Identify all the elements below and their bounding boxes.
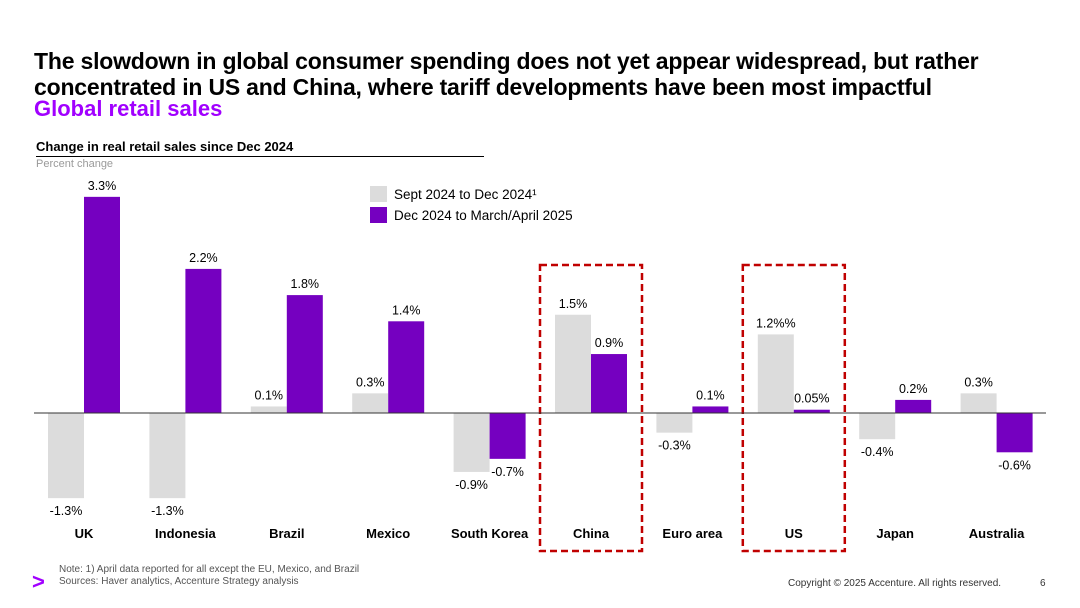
bar-series1-2 — [250, 406, 287, 413]
data-label: 2.2% — [189, 251, 218, 265]
category-label: Brazil — [269, 526, 304, 541]
highlight-box-us — [741, 263, 847, 553]
data-label: 0.2% — [899, 382, 928, 396]
bar-series1-4 — [453, 413, 490, 472]
data-label: -0.9% — [455, 478, 488, 492]
bar-series2-6 — [692, 406, 729, 413]
data-label: 1.4% — [392, 303, 421, 317]
bar-series2-0 — [84, 196, 120, 413]
data-label: 0.1% — [696, 388, 725, 402]
footer-notes: Note: 1) April data reported for all exc… — [59, 564, 359, 588]
legend-label: Dec 2024 to March/April 2025 — [394, 208, 573, 223]
data-label: 1.5% — [559, 297, 588, 311]
page-number: 6 — [1040, 578, 1046, 589]
category-label: US — [785, 526, 803, 541]
data-label: 1.2%% — [756, 316, 796, 330]
accenture-logo-icon: > — [32, 569, 45, 594]
bar-series1-7 — [757, 334, 794, 413]
bar-series1-3 — [352, 393, 389, 413]
data-label: 0.3% — [356, 375, 385, 389]
bar-chart: -1.3% 3.3% UK -1.3% 2.2% Indonesia 0.1% 1.8% Bra… — [34, 179, 1046, 553]
bar-series1-1 — [149, 413, 186, 499]
category-label: Euro area — [662, 526, 723, 541]
category-label: UK — [75, 526, 94, 541]
data-label: -0.7% — [491, 465, 524, 479]
bar-series2-4 — [489, 413, 526, 459]
footer-source-line: Sources: Haver analytics, Accenture Stra… — [59, 576, 299, 587]
data-label: -0.6% — [998, 458, 1031, 472]
data-label: 0.1% — [255, 388, 284, 402]
bar-series2-1 — [185, 268, 222, 413]
category-label: Mexico — [366, 526, 410, 541]
data-label: 0.3% — [964, 375, 993, 389]
highlight-box-china — [538, 263, 644, 553]
copyright-text: Copyright © 2025 Accenture. All rights r… — [788, 578, 1002, 589]
bar-series1-8 — [859, 413, 896, 440]
footer-note-line: Note: 1) April data reported for all exc… — [59, 564, 360, 575]
slide-title: The slowdown in global consumer spending… — [34, 48, 979, 100]
bar-series1-6 — [656, 413, 693, 433]
legend-swatch — [370, 186, 387, 202]
bar-series2-7 — [793, 409, 830, 413]
data-label: -1.3% — [50, 504, 83, 518]
data-label: -0.3% — [658, 439, 691, 453]
bar-series2-3 — [388, 321, 425, 413]
category-label: China — [573, 526, 610, 541]
category-label: South Korea — [451, 526, 529, 541]
bar-series2-9 — [996, 413, 1033, 453]
data-label: 0.05% — [794, 392, 829, 406]
bar-series2-8 — [895, 399, 932, 413]
category-label: Australia — [969, 526, 1025, 541]
bar-series2-2 — [286, 295, 323, 413]
data-label: 3.3% — [88, 179, 117, 193]
bar-series1-0 — [48, 413, 84, 499]
chart-title: Change in real retail sales since Dec 20… — [36, 139, 484, 157]
section-title: Global retail sales — [34, 96, 223, 121]
data-label: -0.4% — [861, 445, 894, 459]
data-label: -1.3% — [151, 504, 184, 518]
legend-swatch — [370, 207, 387, 223]
category-label: Japan — [876, 526, 914, 541]
bar-series1-5 — [555, 314, 591, 413]
category-label: Indonesia — [155, 526, 216, 541]
legend-label: Sept 2024 to Dec 2024¹ — [394, 187, 537, 202]
data-label: 0.9% — [595, 336, 624, 350]
chart-subtitle: Percent change — [36, 158, 114, 170]
data-label: 1.8% — [291, 277, 320, 291]
bar-series1-9 — [960, 393, 997, 413]
bar-series2-5 — [591, 354, 627, 413]
